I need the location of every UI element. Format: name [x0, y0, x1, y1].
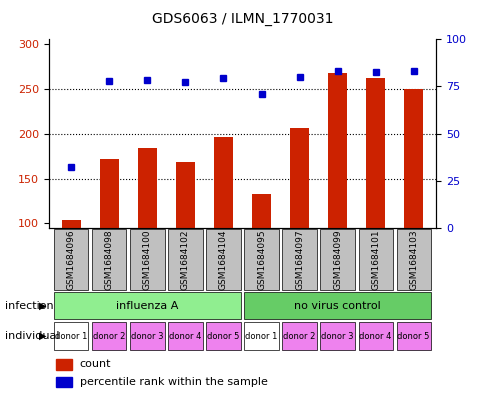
Text: donor 2: donor 2	[283, 332, 315, 340]
Text: GSM1684097: GSM1684097	[294, 229, 303, 290]
FancyBboxPatch shape	[282, 229, 316, 290]
FancyBboxPatch shape	[358, 229, 392, 290]
FancyBboxPatch shape	[54, 292, 240, 319]
FancyBboxPatch shape	[320, 322, 354, 350]
Text: donor 4: donor 4	[169, 332, 201, 340]
Bar	[100, 159, 119, 313]
FancyBboxPatch shape	[320, 229, 354, 290]
Text: donor 5: donor 5	[207, 332, 239, 340]
FancyBboxPatch shape	[168, 229, 202, 290]
FancyBboxPatch shape	[92, 322, 126, 350]
Text: no virus control: no virus control	[294, 301, 380, 310]
FancyBboxPatch shape	[130, 322, 164, 350]
FancyBboxPatch shape	[54, 229, 88, 290]
FancyBboxPatch shape	[396, 322, 430, 350]
FancyBboxPatch shape	[168, 322, 202, 350]
Bar	[365, 78, 384, 313]
FancyBboxPatch shape	[54, 322, 88, 350]
FancyBboxPatch shape	[206, 229, 240, 290]
FancyBboxPatch shape	[244, 229, 278, 290]
Text: donor 3: donor 3	[131, 332, 163, 340]
Text: GSM1684098: GSM1684098	[105, 229, 114, 290]
Bar	[213, 137, 232, 313]
Text: donor 1: donor 1	[55, 332, 87, 340]
Text: GSM1684100: GSM1684100	[143, 229, 151, 290]
Text: GSM1684096: GSM1684096	[67, 229, 76, 290]
Text: individual: individual	[5, 331, 59, 341]
FancyBboxPatch shape	[282, 322, 316, 350]
Text: donor 5: donor 5	[397, 332, 429, 340]
Bar	[137, 148, 157, 313]
Bar	[56, 359, 72, 369]
Text: donor 2: donor 2	[93, 332, 125, 340]
Text: infection: infection	[5, 301, 53, 311]
Text: ▶: ▶	[39, 331, 46, 341]
FancyBboxPatch shape	[396, 229, 430, 290]
Text: GSM1684103: GSM1684103	[408, 229, 417, 290]
Text: GSM1684102: GSM1684102	[181, 229, 190, 290]
FancyBboxPatch shape	[206, 322, 240, 350]
Text: donor 1: donor 1	[245, 332, 277, 340]
Text: ▶: ▶	[39, 301, 46, 311]
Bar	[252, 194, 271, 313]
FancyBboxPatch shape	[358, 322, 392, 350]
FancyBboxPatch shape	[92, 229, 126, 290]
Text: GSM1684101: GSM1684101	[370, 229, 379, 290]
FancyBboxPatch shape	[244, 292, 430, 319]
FancyBboxPatch shape	[130, 229, 164, 290]
Text: GSM1684099: GSM1684099	[333, 229, 341, 290]
Text: GSM1684104: GSM1684104	[219, 229, 227, 290]
FancyBboxPatch shape	[244, 322, 278, 350]
Text: donor 4: donor 4	[359, 332, 391, 340]
Bar	[176, 162, 195, 313]
Text: GDS6063 / ILMN_1770031: GDS6063 / ILMN_1770031	[151, 12, 333, 26]
Text: donor 3: donor 3	[321, 332, 353, 340]
Text: count: count	[79, 359, 111, 369]
Text: percentile rank within the sample: percentile rank within the sample	[79, 377, 267, 387]
Bar	[289, 128, 308, 313]
Bar	[403, 89, 423, 313]
Text: influenza A: influenza A	[116, 301, 178, 310]
Bar	[56, 376, 72, 387]
Text: GSM1684095: GSM1684095	[257, 229, 265, 290]
Bar	[327, 73, 347, 313]
Bar	[61, 220, 81, 313]
